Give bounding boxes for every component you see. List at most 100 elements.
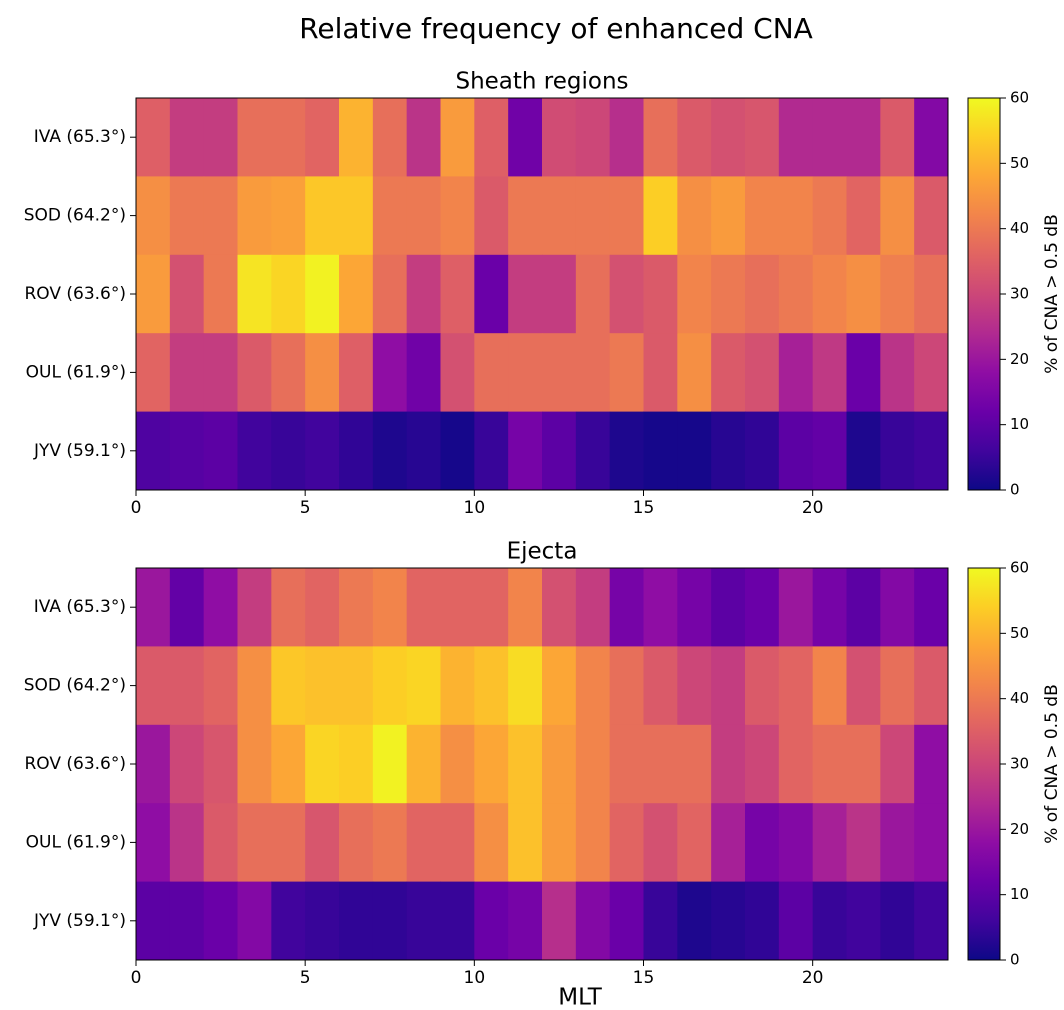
- heat-cell: [914, 333, 949, 413]
- heat-cell: [711, 724, 746, 804]
- heat-cell: [745, 411, 780, 491]
- heat-cell: [474, 568, 509, 647]
- heat-cell: [136, 646, 171, 726]
- heat-cell: [609, 411, 644, 491]
- heat-cell: [745, 724, 780, 804]
- heat-cell: [339, 881, 374, 961]
- heat-cell: [846, 881, 881, 961]
- y-tick-label: ROV (63.6°): [24, 754, 126, 774]
- heat-cell: [339, 724, 374, 804]
- heat-cell: [711, 98, 746, 177]
- heat-cell: [846, 803, 881, 883]
- heat-cell: [372, 333, 408, 413]
- heat-cell: [305, 646, 340, 726]
- heat-cell: [372, 568, 408, 647]
- heat-cell: [609, 724, 644, 804]
- colorbar-tick-label: 50: [1010, 624, 1029, 642]
- heat-cell: [812, 724, 847, 804]
- heat-cell: [474, 176, 509, 256]
- heat-cell: [542, 254, 577, 334]
- colorbar: [967, 97, 1001, 491]
- heat-cell: [508, 98, 543, 177]
- heat-cell: [305, 411, 340, 491]
- heat-cell: [136, 411, 171, 491]
- heat-cell: [406, 724, 441, 804]
- x-tick-label: 0: [131, 498, 142, 518]
- heat-cell: [339, 646, 374, 726]
- heat-cell: [271, 176, 306, 256]
- heat-cell: [136, 568, 171, 647]
- heat-cell: [508, 568, 543, 647]
- y-tick-label: ROV (63.6°): [24, 284, 126, 304]
- heat-cell: [812, 881, 847, 961]
- heat-cell: [914, 411, 949, 491]
- heat-cell: [237, 176, 272, 256]
- y-tick-label: IVA (65.3°): [34, 127, 126, 147]
- heat-cell: [136, 176, 171, 256]
- heat-cell: [609, 98, 644, 177]
- heat-cell: [305, 98, 340, 177]
- heat-cell: [169, 98, 205, 177]
- heat-cell: [508, 646, 543, 726]
- heat-cell: [575, 254, 611, 334]
- heat-cell: [575, 176, 611, 256]
- heat-cell: [440, 568, 475, 647]
- heat-cell: [778, 724, 814, 804]
- heat-cell: [914, 881, 949, 961]
- heat-cell: [846, 724, 881, 804]
- heat-cell: [575, 646, 611, 726]
- heat-cell: [474, 333, 509, 413]
- colorbar-tick-label: 10: [1010, 885, 1029, 903]
- heat-cell: [542, 646, 577, 726]
- heat-cell: [575, 803, 611, 883]
- heat-cell: [609, 176, 644, 256]
- heat-cell: [305, 254, 340, 334]
- heat-cell: [339, 803, 374, 883]
- heat-cell: [914, 254, 949, 334]
- heat-cell: [136, 254, 171, 334]
- y-tick-label: SOD (64.2°): [24, 206, 126, 226]
- heat-cell: [880, 568, 915, 647]
- heat-cell: [812, 254, 847, 334]
- heat-cell: [711, 411, 746, 491]
- heat-cell: [169, 254, 205, 334]
- heat-cell: [203, 176, 238, 256]
- x-tick-label: 20: [802, 498, 824, 518]
- heat-cell: [508, 803, 543, 883]
- heat-cell: [542, 333, 577, 413]
- heat-cell: [745, 803, 780, 883]
- heat-cell: [846, 98, 881, 177]
- heat-cell: [609, 254, 644, 334]
- heat-cell: [203, 803, 238, 883]
- heat-cell: [778, 333, 814, 413]
- heat-cell: [643, 803, 678, 883]
- heat-cell: [643, 98, 678, 177]
- heat-cell: [203, 568, 238, 647]
- heat-cell: [372, 411, 408, 491]
- heat-cell: [914, 98, 949, 177]
- heat-cell: [440, 98, 475, 177]
- heat-cell: [880, 176, 915, 256]
- heat-cell: [474, 881, 509, 961]
- heat-cell: [339, 333, 374, 413]
- y-tick-label: OUL (61.9°): [26, 362, 126, 382]
- y-tick-label: SOD (64.2°): [24, 676, 126, 696]
- heat-cell: [778, 568, 814, 647]
- figure-title: Relative frequency of enhanced CNA: [299, 12, 813, 45]
- heat-cell: [406, 881, 441, 961]
- heat-cell: [778, 411, 814, 491]
- heat-cell: [136, 724, 171, 804]
- colorbar-tick-label: 40: [1010, 689, 1029, 707]
- heat-cell: [237, 333, 272, 413]
- heat-cell: [778, 254, 814, 334]
- heat-cell: [914, 568, 949, 647]
- heat-cell: [237, 724, 272, 804]
- heat-cell: [271, 881, 306, 961]
- heat-cell: [677, 568, 712, 647]
- heat-cell: [575, 98, 611, 177]
- heat-cell: [372, 881, 408, 961]
- heat-cell: [643, 881, 678, 961]
- colorbar-tick-label: 0: [1010, 481, 1020, 499]
- heat-cell: [643, 411, 678, 491]
- heat-cell: [846, 333, 881, 413]
